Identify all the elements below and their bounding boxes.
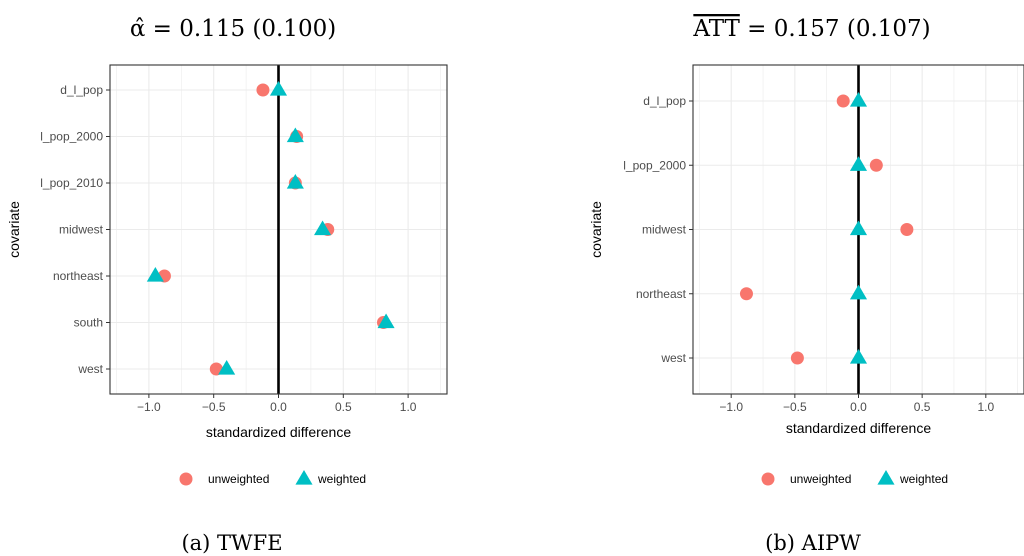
y-tick-label: northeast (53, 269, 104, 283)
point-unweighted (256, 83, 270, 97)
legend-label-weighted: weighted (899, 472, 948, 486)
y-tick-label: d_l_pop (60, 83, 103, 97)
point-unweighted (790, 351, 804, 365)
point-unweighted (900, 223, 914, 236)
point-weighted (218, 360, 236, 375)
y-tick-label: west (660, 351, 686, 365)
legend: unweighted weighted (179, 470, 366, 486)
panel-caption: (a) TWFE (181, 531, 282, 555)
x-tick-label: −0.5 (783, 400, 807, 414)
circle-icon (179, 472, 193, 486)
point-weighted (849, 156, 868, 171)
panel-caption: (b) AIPW (765, 531, 861, 555)
panel-title: ATT = 0.157 (0.107) (692, 16, 930, 42)
legend: unweighted weighted (761, 470, 948, 486)
y-tick-label: d_l_pop (643, 94, 686, 108)
x-tick-label: 1.0 (400, 400, 417, 414)
x-tick-label: 0.0 (850, 400, 867, 414)
point-weighted (849, 349, 868, 364)
x-tick-label: −0.5 (202, 400, 226, 414)
point-unweighted (739, 287, 753, 301)
x-tick-label: −1.0 (137, 400, 161, 414)
y-axis-title: covariate (6, 201, 22, 258)
legend-label-unweighted: unweighted (790, 472, 851, 486)
x-axis-title: standardized difference (206, 424, 351, 440)
x-tick-label: −1.0 (719, 400, 743, 414)
panel-title: α̂ = 0.115 (0.100) (130, 16, 336, 42)
point-weighted (849, 92, 868, 107)
x-tick-label: 0.5 (335, 400, 352, 414)
y-tick-label: l_pop_2000 (40, 130, 103, 144)
point-weighted (849, 220, 868, 236)
legend-label-weighted: weighted (317, 472, 366, 486)
y-tick-label: l_pop_2000 (623, 158, 686, 172)
x-tick-label: 0.0 (270, 400, 287, 414)
point-unweighted (869, 158, 883, 172)
legend-label-unweighted: unweighted (208, 472, 269, 486)
y-tick-label: west (77, 362, 103, 376)
triangle-icon (877, 470, 895, 485)
y-tick-label: northeast (636, 287, 687, 301)
point-weighted (849, 284, 868, 300)
x-axis-title: standardized difference (786, 420, 931, 436)
y-tick-label: midwest (642, 223, 687, 237)
y-tick-label: l_pop_2010 (40, 176, 103, 190)
y-tick-label: south (74, 316, 103, 330)
x-tick-label: 1.0 (977, 400, 994, 414)
triangle-icon (295, 470, 313, 485)
point-unweighted (836, 94, 850, 108)
point-weighted (146, 267, 164, 282)
point-weighted (314, 220, 332, 236)
point-weighted (377, 313, 395, 329)
circle-icon (761, 472, 775, 486)
point-weighted (286, 174, 304, 189)
y-tick-label: midwest (59, 223, 104, 237)
x-tick-label: 0.5 (914, 400, 931, 414)
point-weighted (286, 127, 304, 143)
point-weighted (269, 81, 288, 96)
y-axis-title: covariate (588, 201, 604, 258)
